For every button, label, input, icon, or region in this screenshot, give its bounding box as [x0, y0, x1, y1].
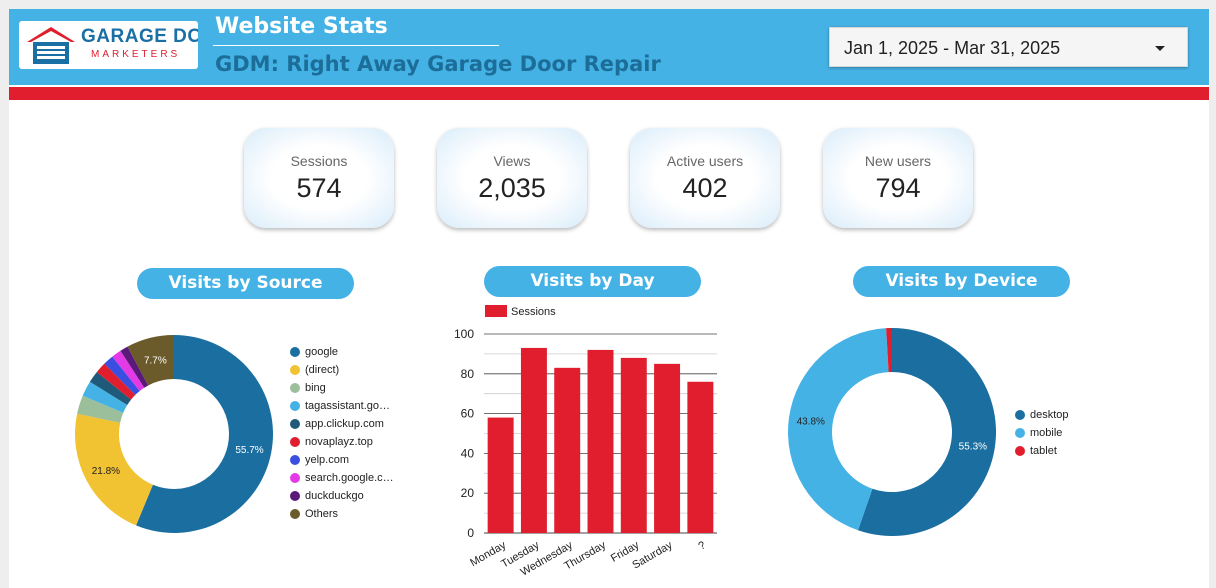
company-logo: GARAGE DOOR MARKETERS	[19, 21, 198, 69]
donut-slice[interactable]	[77, 395, 124, 423]
legend-swatch	[1015, 410, 1025, 420]
bar[interactable]	[587, 349, 614, 533]
day-bar-chart: Sessions020406080100MondayTuesdayWednesd…	[454, 305, 717, 579]
donut-slice[interactable]	[89, 372, 132, 406]
legend-swatch	[290, 347, 300, 357]
donut-slice[interactable]	[104, 356, 140, 395]
legend-swatch	[290, 473, 300, 483]
legend-label: app.clickup.com	[305, 418, 384, 430]
legend-label: (direct)	[305, 364, 340, 376]
device-donut-chart: 55.3% 43.8%	[787, 328, 996, 536]
source-legend: google (direct) bing tagassistant.go… app.cl…	[290, 346, 410, 526]
source-donut-chart: 55.7% 21.8% 7.7%	[75, 335, 273, 533]
chevron-down-icon	[1155, 46, 1165, 51]
donut-slice[interactable]	[136, 335, 273, 533]
logo-wordmark: GARAGE DOOR	[81, 26, 198, 47]
legend-label: google	[305, 346, 339, 358]
legend-label: novaplayz.top	[305, 436, 373, 448]
legend-swatch	[290, 365, 300, 375]
kpi-value: 2,035	[478, 173, 546, 203]
donut-slice[interactable]	[82, 381, 128, 413]
date-range-value: Jan 1, 2025 - Mar 31, 2025	[844, 38, 1061, 58]
x-tick-label: ?	[697, 539, 708, 552]
slice-data-label: 43.8%	[797, 417, 825, 428]
legend-label: tagassistant.go…	[305, 400, 390, 412]
legend-label: yelp.com	[305, 454, 350, 466]
logo-tagline: MARKETERS	[91, 49, 181, 60]
slice-data-label: 55.7%	[235, 445, 263, 456]
y-tick-label: 40	[461, 446, 475, 460]
donut-slice[interactable]	[75, 413, 153, 526]
legend-swatch	[290, 419, 300, 429]
page-title: Website Stats	[215, 14, 388, 39]
page-subtitle: GDM: Right Away Garage Door Repair	[215, 52, 661, 76]
header-accent-strip	[9, 87, 1209, 100]
legend-label: duckduckgo	[305, 490, 364, 502]
legend-label: Others	[305, 508, 339, 520]
section-title-day: Visits by Day	[484, 266, 701, 297]
legend-swatch	[290, 437, 300, 447]
legend-swatch	[290, 401, 300, 411]
donut-slice[interactable]	[127, 335, 174, 386]
kpi-label: Active users	[666, 153, 744, 169]
kpi-value: 794	[875, 173, 921, 203]
y-tick-label: 80	[461, 367, 475, 381]
legend-swatch	[290, 455, 300, 465]
kpi-card-new-users: New users 794	[823, 128, 973, 228]
kpi-card-sessions: Sessions 574	[244, 128, 394, 228]
date-range-picker[interactable]: Jan 1, 2025 - Mar 31, 2025	[829, 27, 1188, 67]
bar[interactable]	[554, 367, 581, 533]
title-divider	[213, 45, 499, 46]
slice-data-label: 21.8%	[92, 466, 120, 477]
kpi-label: New users	[864, 153, 932, 169]
kpi-card-views: Views 2,035	[437, 128, 587, 228]
donut-slice[interactable]	[120, 346, 149, 388]
kpi-value: 402	[682, 173, 728, 203]
legend-swatch	[290, 509, 300, 519]
section-title-device: Visits by Device	[853, 266, 1070, 297]
kpi-label: Views	[493, 153, 531, 169]
legend-swatch	[1015, 446, 1025, 456]
donut-slice[interactable]	[858, 328, 996, 536]
bar[interactable]	[620, 357, 647, 533]
bar[interactable]	[654, 363, 681, 533]
donut-slice[interactable]	[787, 328, 889, 531]
y-tick-label: 0	[467, 526, 474, 540]
legend-label: search.google.c…	[305, 472, 394, 484]
legend-swatch	[485, 305, 507, 317]
legend-swatch	[1015, 428, 1025, 438]
y-tick-label: 60	[461, 407, 475, 421]
bar[interactable]	[487, 417, 514, 533]
legend-label: tablet	[1030, 445, 1057, 457]
donut-slice[interactable]	[96, 363, 136, 400]
bar[interactable]	[520, 347, 547, 533]
legend-swatch	[290, 383, 300, 393]
y-tick-label: 100	[454, 327, 474, 341]
legend-label: mobile	[1030, 427, 1063, 439]
kpi-card-active-users: Active users 402	[630, 128, 780, 228]
slice-data-label: 7.7%	[144, 355, 167, 366]
legend-label: bing	[305, 382, 326, 394]
donut-slice[interactable]	[112, 350, 145, 391]
legend-label: desktop	[1030, 409, 1069, 421]
device-legend: desktop mobile tablet	[1015, 409, 1115, 469]
garage-house-icon	[27, 27, 75, 64]
legend-swatch	[290, 491, 300, 501]
bar[interactable]	[687, 381, 714, 533]
legend-label: Sessions	[511, 306, 556, 318]
slice-data-label: 55.3%	[959, 442, 987, 453]
y-tick-label: 20	[461, 486, 475, 500]
kpi-value: 574	[296, 173, 342, 203]
section-title-source: Visits by Source	[137, 268, 354, 299]
donut-slice[interactable]	[886, 328, 892, 373]
kpi-label: Sessions	[290, 153, 348, 169]
